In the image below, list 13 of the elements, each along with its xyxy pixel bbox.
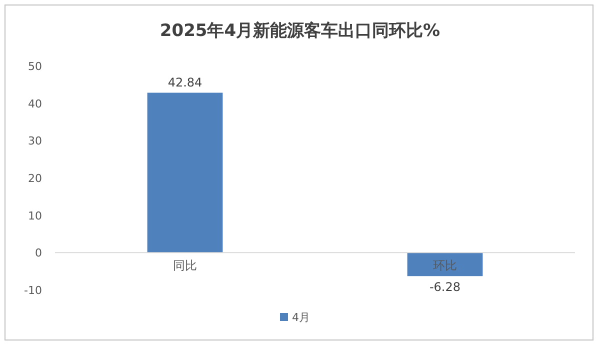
y-tick-label: 50: [28, 60, 42, 73]
data-label: 42.84: [168, 76, 202, 90]
data-label: -6.28: [429, 280, 461, 294]
x-tick-label: 同比: [173, 258, 197, 273]
y-tick-label: 10: [28, 209, 42, 222]
y-tick-label: 20: [28, 172, 42, 185]
y-tick-label: 40: [28, 97, 42, 110]
legend-label: 4月: [292, 311, 310, 324]
y-tick-label: 0: [35, 246, 42, 260]
y-tick-label: -10: [24, 284, 42, 297]
chart-title: 2025年4月新能源客车出口同环比%: [160, 21, 440, 41]
x-tick-label: 环比: [433, 258, 457, 273]
y-tick-label: 30: [28, 134, 42, 148]
